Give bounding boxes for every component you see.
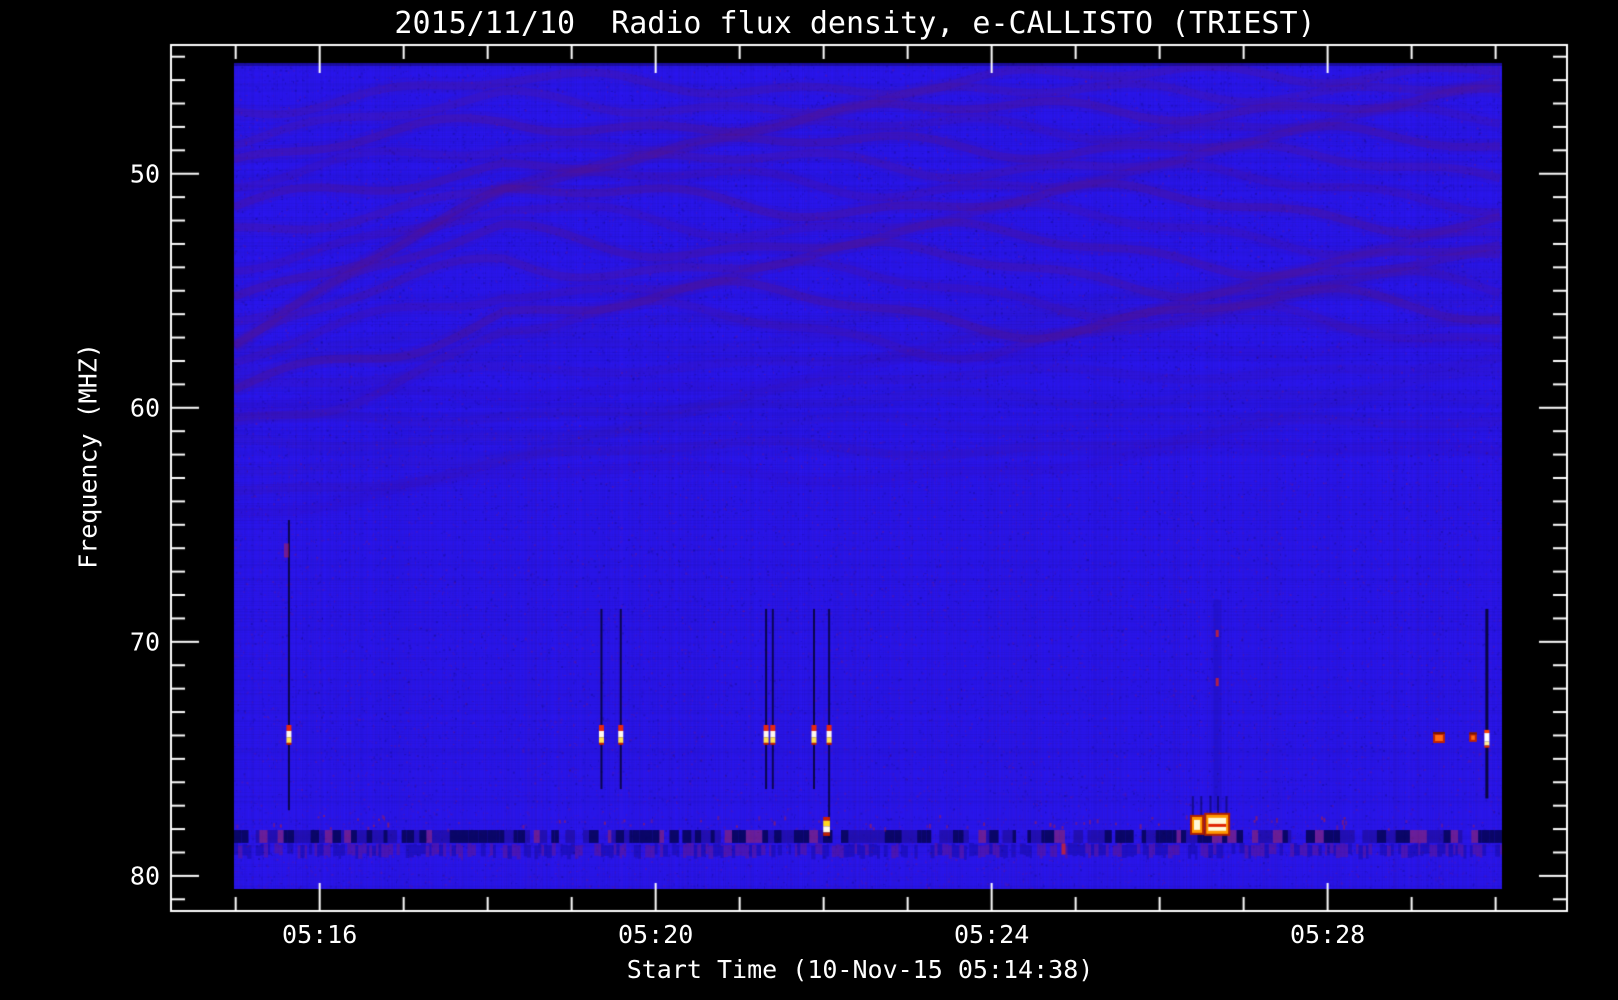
x-tick-label: 05:16: [282, 920, 358, 949]
y-tick-label: 60: [129, 393, 160, 423]
x-tick-label: 05:20: [618, 920, 694, 949]
x-tick-label: 05:28: [1289, 920, 1366, 949]
y-tick-label: 70: [129, 627, 160, 657]
y-tick-label: 50: [129, 159, 160, 189]
y-axis-title: Frequency (MHZ): [73, 343, 103, 569]
x-tick-label: 05:24: [953, 920, 1030, 949]
y-tick-label: 80: [129, 861, 160, 891]
x-axis-title: Start Time (10-Nov-15 05:14:38): [626, 955, 1094, 984]
chart-title: 2015/11/10 Radio flux density, e-CALLIST…: [394, 6, 1316, 41]
